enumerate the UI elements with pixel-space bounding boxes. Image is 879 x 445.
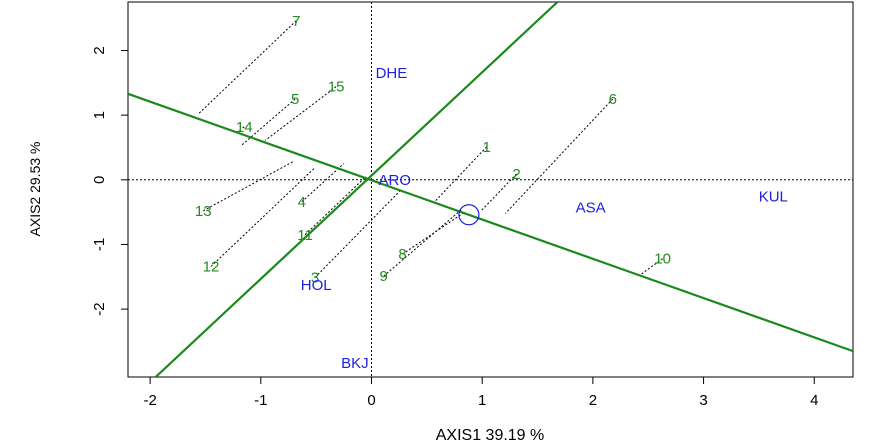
projection-line-4 bbox=[301, 163, 345, 203]
y-tick-label--1: -1 bbox=[91, 238, 108, 251]
genotype-label-8: 8 bbox=[398, 246, 406, 263]
y-tick-label--2: -2 bbox=[91, 302, 108, 315]
average-environment-marker bbox=[458, 204, 480, 226]
environment-label-KUL: KUL bbox=[759, 189, 788, 206]
projection-line-8 bbox=[402, 211, 466, 255]
biplot-axis-line-2 bbox=[154, 2, 559, 377]
environment-label-HOL: HOL bbox=[301, 277, 332, 294]
genotype-label-7: 7 bbox=[292, 13, 300, 30]
environment-label-ASA: ASA bbox=[576, 200, 606, 217]
x-tick-label-4: 4 bbox=[810, 392, 818, 409]
x-tick-label--1: -1 bbox=[254, 392, 267, 409]
genotype-label-1: 1 bbox=[482, 139, 490, 156]
x-axis-label: AXIS1 39.19 % bbox=[436, 427, 545, 444]
x-tick-label-2: 2 bbox=[589, 392, 597, 409]
genotype-label-3: 3 bbox=[311, 269, 319, 286]
projection-line-6 bbox=[505, 98, 614, 214]
y-axis-ticks: -2 -1 0 1 2 bbox=[91, 46, 128, 316]
genotype-label-12: 12 bbox=[203, 258, 220, 275]
genotype-label-10: 10 bbox=[654, 251, 671, 268]
genotype-label-13: 13 bbox=[195, 203, 212, 220]
y-tick-label-1: 1 bbox=[91, 111, 108, 119]
projection-line-13 bbox=[203, 161, 294, 212]
projection-line-14 bbox=[237, 126, 245, 133]
projection-line-3 bbox=[314, 189, 402, 278]
projection-line-11 bbox=[304, 176, 367, 236]
projection-line-12 bbox=[210, 167, 316, 267]
projection-line-10 bbox=[639, 258, 663, 276]
plot-frame bbox=[127, 1, 854, 378]
genotype-label-11: 11 bbox=[297, 227, 313, 244]
biplot-axis-line-1 bbox=[128, 92, 853, 353]
genotype-label-15: 15 bbox=[328, 79, 345, 96]
x-tick-label--2: -2 bbox=[143, 392, 156, 409]
environment-label-ARO: ARO bbox=[378, 172, 411, 189]
projection-line-1 bbox=[434, 146, 487, 203]
genotype-label-9: 9 bbox=[380, 268, 388, 285]
genotype-label-6: 6 bbox=[609, 91, 617, 108]
environment-label-DHE: DHE bbox=[376, 65, 408, 82]
y-tick-label-0: 0 bbox=[91, 176, 108, 184]
y-tick-label-2: 2 bbox=[91, 46, 108, 54]
projection-line-7 bbox=[197, 20, 297, 115]
environment-label-BKJ: BKJ bbox=[341, 355, 369, 372]
x-tick-label-3: 3 bbox=[699, 392, 707, 409]
x-tick-label-1: 1 bbox=[478, 392, 486, 409]
y-axis-label: AXIS2 29.53 % bbox=[27, 142, 43, 237]
x-axis-ticks: -2 -1 0 1 2 3 4 bbox=[143, 377, 818, 409]
genotype-label-14: 14 bbox=[236, 119, 253, 136]
genotype-label-2: 2 bbox=[512, 166, 520, 183]
projection-line-9 bbox=[383, 208, 463, 277]
projection-line-2 bbox=[480, 173, 517, 212]
projection-line-15 bbox=[264, 86, 337, 141]
x-tick-label-0: 0 bbox=[367, 392, 375, 409]
genotype-label-4: 4 bbox=[298, 194, 306, 211]
genotype-label-5: 5 bbox=[291, 91, 299, 108]
